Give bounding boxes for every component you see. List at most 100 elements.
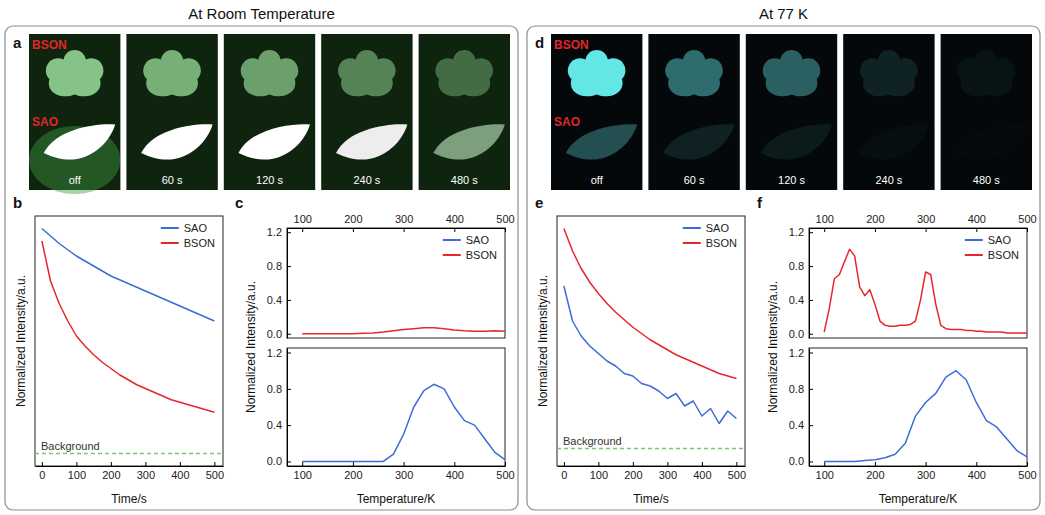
legend: SAOBSON [443, 234, 497, 261]
tick-mark [287, 232, 291, 233]
chart: f1002003004005000.00.40.81.2100200300400… [757, 194, 1037, 506]
legend-label: SAO [466, 234, 490, 246]
tick-label: 400 [968, 469, 986, 481]
tick-mark [111, 462, 112, 466]
sao-sample [141, 124, 212, 159]
tick-mark [809, 266, 813, 267]
tick: 0.4 [267, 419, 291, 431]
tick: 0.8 [267, 260, 291, 272]
panel-letter: e [535, 194, 543, 211]
axis: 100200300400500 [810, 213, 1037, 232]
photo-frame: 240 s [321, 34, 412, 190]
tick: 1.2 [267, 347, 291, 359]
sample-label: BSON [554, 38, 589, 52]
photo-frame: 120 s [224, 34, 315, 190]
tick-mark [702, 462, 703, 466]
tick: 100 [294, 462, 312, 481]
tick-label: 300 [137, 469, 155, 481]
tick: 400 [171, 462, 189, 481]
tick: 400 [446, 213, 464, 232]
tick-label: 200 [344, 213, 362, 225]
sao-sample [239, 124, 310, 159]
tick-label: 0.4 [267, 294, 282, 306]
photo-background [551, 34, 642, 190]
tick: 100 [294, 213, 312, 232]
plot-frame [809, 228, 1027, 338]
tick-mark [353, 462, 354, 466]
tick: 0.0 [267, 455, 291, 467]
photo-frame: 240 s [843, 34, 934, 190]
tick-label: 500 [206, 469, 224, 481]
sao-sample [433, 124, 504, 159]
tick-mark [824, 462, 825, 466]
tick-mark [287, 461, 291, 462]
tick-mark [353, 228, 354, 232]
tick: 0.8 [789, 260, 813, 272]
reference-label: Background [563, 435, 622, 447]
tick-label: 300 [395, 469, 413, 481]
series-line [302, 384, 505, 461]
chart: e0100200300400500BackgroundSAOBSONTime/s… [535, 194, 746, 506]
data-layer [35, 229, 223, 454]
tick: 0.4 [267, 294, 291, 306]
axis: 0100200300400500 [558, 462, 747, 481]
bson-sample [958, 50, 1016, 113]
frame-label: 240 s [875, 174, 902, 186]
tick: 400 [968, 213, 986, 232]
axis-line [288, 466, 506, 467]
tick-mark [287, 353, 291, 354]
tick-mark [875, 462, 876, 466]
tick-label: 500 [728, 469, 746, 481]
tick: 200 [624, 462, 642, 481]
figure: At Room TemperatureaBSONSAOoff60 s120 s2… [0, 0, 1045, 515]
tick: 1.2 [789, 347, 813, 359]
photo-background [224, 34, 315, 190]
legend-entry: BSON [683, 237, 737, 249]
axis-line [809, 229, 810, 339]
data-layer [557, 229, 745, 449]
tick-label: 200 [624, 469, 642, 481]
photo-background [746, 34, 837, 190]
plot-frame [287, 348, 505, 466]
legend-entry: SAO [161, 222, 208, 234]
tick-label: 500 [496, 469, 514, 481]
legend-swatch [443, 239, 461, 241]
sao-sample [761, 124, 832, 159]
legend-swatch [161, 242, 179, 244]
bson-sample [763, 50, 821, 113]
data-layer [302, 328, 505, 334]
tick: 500 [206, 462, 224, 481]
series-line [302, 328, 505, 334]
legend-label: BSON [706, 237, 737, 249]
y-axis-title: Normalized Intensity/a.u. [536, 275, 550, 407]
tick-mark [302, 228, 303, 232]
tick: 300 [659, 462, 677, 481]
series-line [564, 229, 736, 379]
tick-mark [564, 462, 565, 466]
photo-frame: 120 s [746, 34, 837, 190]
axis-line [810, 466, 1028, 467]
tick: 0.0 [789, 455, 813, 467]
tick: 200 [344, 462, 362, 481]
tick-label: 0.0 [789, 455, 804, 467]
legend-label: SAO [184, 222, 208, 234]
plot-frame [809, 348, 1027, 466]
tick: 200 [866, 213, 884, 232]
axis: 0.00.40.81.2 [267, 347, 291, 468]
sao-sample [44, 124, 115, 159]
legend-entry: BSON [161, 237, 215, 249]
tick-mark [287, 300, 291, 301]
legend-label: BSON [988, 249, 1019, 261]
tick-label: 100 [68, 469, 86, 481]
axis: 100200300400500 [810, 462, 1037, 481]
legend-label: SAO [706, 222, 730, 234]
panel-box [527, 26, 1040, 510]
tick-label: 100 [294, 469, 312, 481]
panel-letter: a [13, 34, 22, 51]
tick-mark [505, 462, 506, 466]
series-line [42, 241, 214, 412]
photo-background [648, 34, 739, 190]
tick-label: 0.0 [267, 455, 282, 467]
axis: 100200300400500 [288, 213, 515, 232]
tick-mark [598, 462, 599, 466]
